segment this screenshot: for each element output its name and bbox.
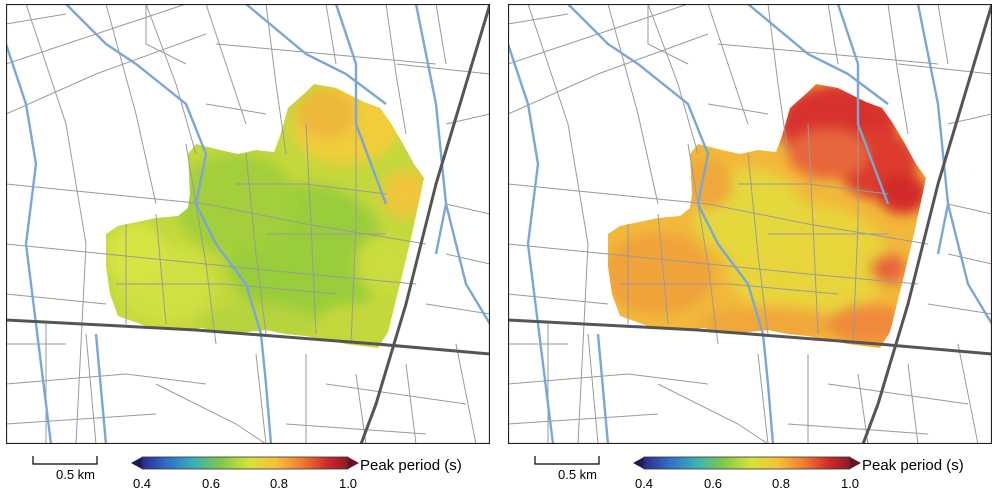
colorbar-tick-left-3: 1.0 xyxy=(338,476,358,491)
major-roads-left xyxy=(6,4,490,444)
scale-label-right: 0.5 km xyxy=(558,467,598,482)
colorbar-tick-left-0: 0.4 xyxy=(132,476,152,491)
peak-period-map-left xyxy=(6,4,490,444)
legend-row-left: 0.5 km Peak period (s) 0.4 0.6 0.8 1.0 xyxy=(2,446,494,492)
colorbar-tick-left-1: 0.6 xyxy=(201,476,221,491)
map-frame-right xyxy=(508,4,992,444)
colorbar-title-right: Peak period (s) xyxy=(862,457,964,474)
legend-row-right: 0.5 km Peak period (s) 0.4 0.6 0.8 1.0 xyxy=(504,446,996,492)
peak-period-map-right xyxy=(508,4,992,444)
colorbar-right xyxy=(633,456,861,470)
major-roads-right xyxy=(508,4,992,444)
map-panel-right: 0.5 km Peak period (s) 0.4 0.6 0.8 1.0 xyxy=(504,0,996,492)
colorbar-tick-right-1: 0.6 xyxy=(703,476,723,491)
street-network-right xyxy=(508,4,992,444)
scale-bar-left xyxy=(32,456,98,465)
colorbar-title-left: Peak period (s) xyxy=(360,457,462,474)
river-network-left xyxy=(6,4,490,444)
street-network-left xyxy=(6,4,490,444)
scale-bar-right xyxy=(534,456,600,465)
colorbar-tick-right-0: 0.4 xyxy=(634,476,654,491)
colorbar-tick-right-3: 1.0 xyxy=(840,476,860,491)
river-network-right xyxy=(508,4,992,444)
map-frame-left xyxy=(6,4,490,444)
colorbar-left xyxy=(131,456,359,470)
map-panel-left: 0.5 km Peak period (s) 0.4 0.6 0.8 1.0 xyxy=(2,0,494,492)
colorbar-tick-left-2: 0.8 xyxy=(269,476,289,491)
colorbar-tick-right-2: 0.8 xyxy=(771,476,791,491)
scale-label-left: 0.5 km xyxy=(56,467,96,482)
